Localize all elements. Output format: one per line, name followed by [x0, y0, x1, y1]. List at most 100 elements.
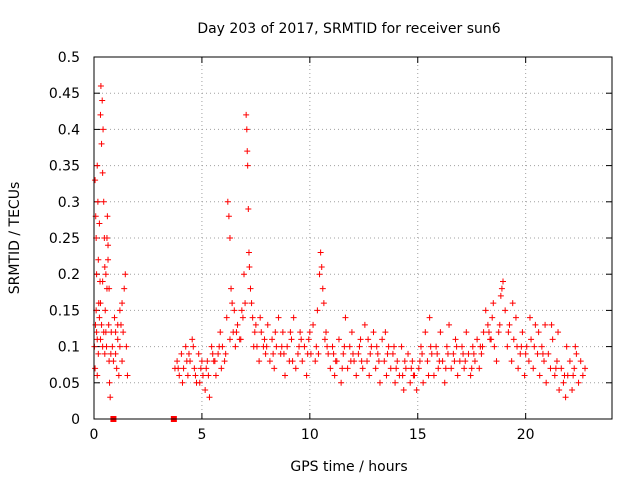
data-point	[102, 307, 109, 314]
data-point	[474, 336, 481, 343]
data-point	[389, 350, 396, 357]
data-point	[479, 343, 486, 350]
y-tick-label: 0.3	[58, 195, 80, 211]
data-point	[467, 372, 474, 379]
data-point	[250, 343, 257, 350]
data-point	[174, 358, 181, 365]
data-point	[451, 358, 458, 365]
data-point	[290, 314, 297, 321]
data-point	[98, 321, 105, 328]
data-point	[346, 343, 353, 350]
data-point	[373, 343, 380, 350]
data-point	[105, 256, 112, 263]
data-point	[528, 336, 535, 343]
data-point	[522, 350, 529, 357]
data-point	[391, 343, 398, 350]
data-point	[465, 350, 472, 357]
data-point	[454, 372, 461, 379]
data-point	[489, 314, 496, 321]
data-point	[263, 343, 270, 350]
data-point	[500, 278, 507, 285]
data-point	[313, 343, 320, 350]
data-point	[119, 300, 126, 307]
data-point	[456, 358, 463, 365]
data-point	[119, 358, 126, 365]
data-point	[561, 372, 568, 379]
data-point	[243, 111, 250, 118]
data-point	[109, 343, 116, 350]
data-point	[433, 343, 440, 350]
data-point	[347, 358, 354, 365]
data-point	[315, 350, 322, 357]
data-point	[552, 365, 559, 372]
grid	[94, 57, 612, 419]
data-point	[238, 307, 245, 314]
data-point	[514, 343, 521, 350]
data-point	[305, 336, 312, 343]
data-point	[405, 350, 412, 357]
data-point	[338, 379, 345, 386]
data-point	[271, 365, 278, 372]
y-tick-label: 0.2	[58, 267, 80, 283]
data-point	[555, 329, 562, 336]
data-point	[382, 329, 389, 336]
data-point	[321, 336, 328, 343]
data-point	[224, 198, 231, 205]
data-point	[359, 365, 366, 372]
data-point	[120, 329, 127, 336]
data-point	[287, 329, 294, 336]
data-point	[99, 97, 106, 104]
chart-title: Day 203 of 2017, SRMTID for receiver sun…	[197, 21, 500, 37]
data-point	[335, 336, 342, 343]
data-point	[505, 329, 512, 336]
data-point	[428, 350, 435, 357]
data-point	[185, 350, 192, 357]
data-point	[324, 343, 331, 350]
data-point	[355, 350, 362, 357]
data-point	[92, 365, 99, 372]
data-point	[461, 365, 468, 372]
data-point	[244, 162, 251, 169]
data-point	[469, 343, 476, 350]
data-point	[101, 263, 108, 270]
data-point	[183, 358, 190, 365]
data-point	[531, 343, 538, 350]
data-point	[256, 358, 263, 365]
data-point	[543, 379, 550, 386]
data-point	[413, 387, 420, 394]
data-point	[571, 365, 578, 372]
data-point	[123, 343, 130, 350]
y-tick-label: 0.5	[58, 50, 80, 66]
data-point	[279, 329, 286, 336]
data-point	[535, 329, 542, 336]
data-point	[115, 372, 122, 379]
data-point	[97, 111, 104, 118]
data-point	[488, 336, 495, 343]
data-point	[247, 285, 254, 292]
data-point	[530, 365, 537, 372]
data-point	[458, 343, 465, 350]
data-point	[484, 321, 491, 328]
data-point	[427, 343, 434, 350]
data-point	[450, 350, 457, 357]
data-point	[471, 358, 478, 365]
data-point	[393, 365, 400, 372]
data-point	[94, 198, 101, 205]
y-tick-label: 0.25	[49, 231, 80, 247]
data-point	[417, 343, 424, 350]
data-point	[217, 329, 224, 336]
data-point	[436, 358, 443, 365]
data-point	[319, 285, 326, 292]
data-point	[184, 372, 191, 379]
data-point	[332, 358, 339, 365]
data-point	[273, 343, 280, 350]
data-point	[292, 365, 299, 372]
data-point	[205, 372, 212, 379]
data-point	[353, 372, 360, 379]
data-point	[110, 358, 117, 365]
data-point	[497, 292, 504, 299]
data-point	[182, 343, 189, 350]
data-point	[424, 358, 431, 365]
data-point	[270, 350, 277, 357]
data-point	[478, 350, 485, 357]
